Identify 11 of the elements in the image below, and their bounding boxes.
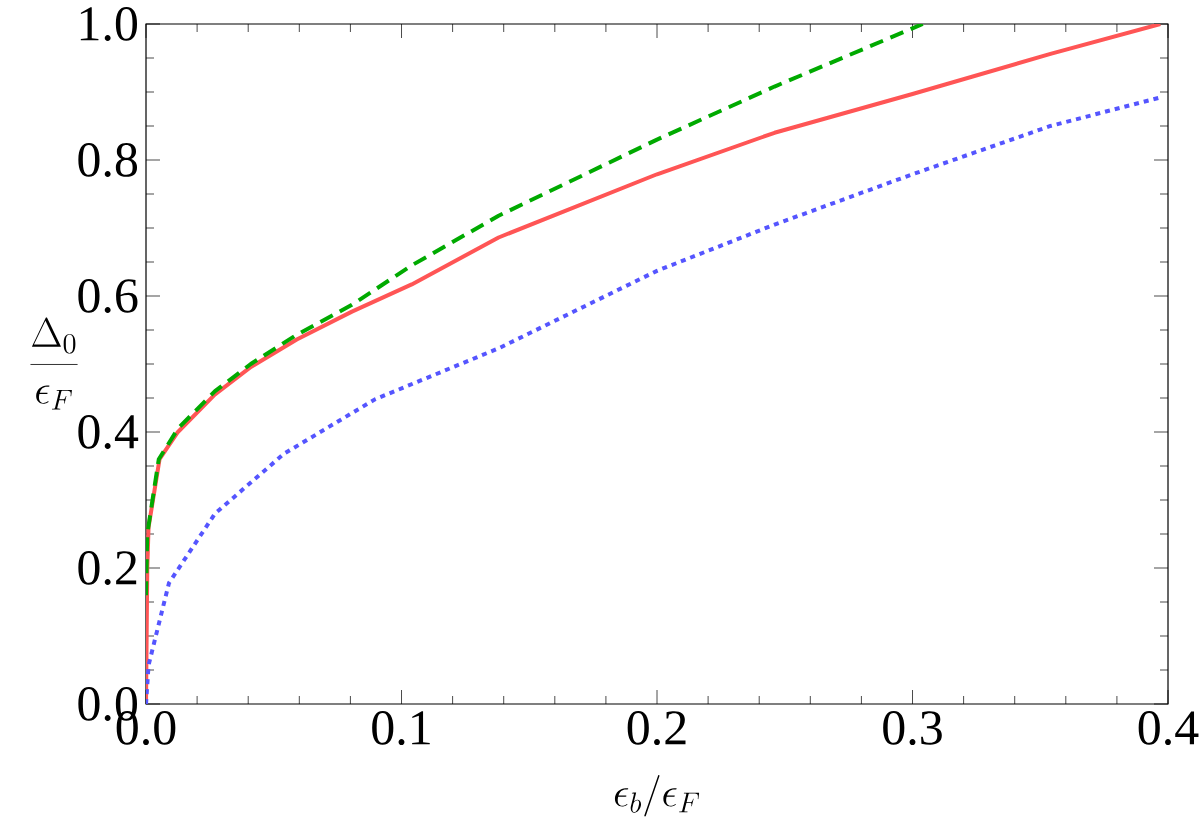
y-tick-label: 0.8 (78, 143, 138, 177)
y-axis-title: $\frac{\Delta_0}{\epsilon_F}$ (30, 317, 78, 410)
y-tick-label: 0.2 (78, 551, 137, 585)
x-tick-label: 0.3 (883, 711, 942, 746)
x-tick-label: 0.2 (627, 711, 686, 746)
x-tick-label: 0.4 (1138, 711, 1199, 746)
y-tick-label: 0.6 (78, 279, 138, 313)
y-tick-label: 0.4 (78, 415, 139, 449)
x-axis-title: $\epsilon_b/\epsilon_F$ (614, 775, 700, 817)
x-tick-label: 0.1 (372, 711, 430, 746)
y-tick-label: 1.0 (80, 7, 138, 41)
